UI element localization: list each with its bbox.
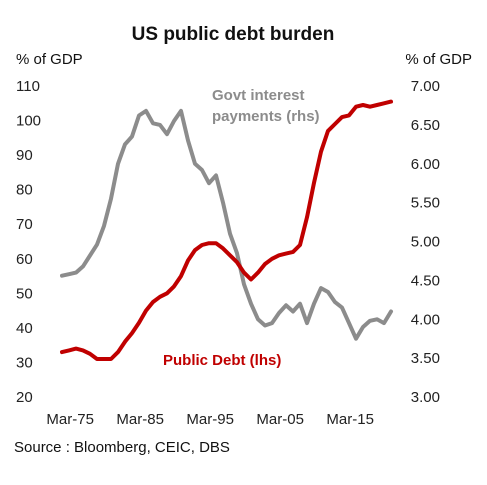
chart-title: US public debt burden — [132, 24, 335, 45]
right-tick-label: 5.00 — [411, 234, 440, 251]
right-tick-label: 3.00 — [411, 389, 440, 406]
x-tick-label: Mar-15 — [326, 411, 374, 428]
right-tick-label: 5.50 — [411, 195, 440, 212]
left-tick-label: 110 — [16, 78, 40, 95]
right-tick-label: 6.50 — [411, 117, 440, 134]
left-tick-label: 20 — [16, 389, 33, 406]
right-axis-unit: % of GDP — [405, 51, 472, 68]
left-tick-label: 50 — [16, 285, 33, 302]
left-tick-label: 40 — [16, 320, 33, 337]
left-tick-label: 80 — [16, 182, 33, 199]
right-axis-ticks: 3.00 3.50 4.00 4.50 5.00 5.50 6.00 6.50 7.00 — [411, 78, 440, 406]
x-tick-label: Mar-85 — [116, 411, 164, 428]
right-tick-label: 4.50 — [411, 272, 440, 289]
series-layer — [60, 99, 393, 361]
interest-series-label-line2: payments (rhs) — [212, 108, 320, 125]
x-tick-label: Mar-95 — [186, 411, 234, 428]
left-tick-label: 60 — [16, 251, 33, 268]
x-axis-ticks: Mar-75 Mar-85 Mar-95 Mar-05 Mar-15 — [46, 411, 374, 428]
left-axis-ticks: 20 30 40 50 60 70 80 90 100 110 — [16, 78, 41, 406]
debt-series-label: Public Debt (lhs) — [163, 352, 281, 369]
right-tick-label: 6.00 — [411, 156, 440, 173]
left-tick-label: 70 — [16, 216, 33, 233]
left-tick-label: 30 — [16, 354, 33, 371]
left-tick-label: 90 — [16, 147, 33, 164]
right-tick-label: 3.50 — [411, 350, 440, 367]
x-tick-label: Mar-75 — [46, 411, 94, 428]
debt-series-line — [60, 99, 393, 361]
interest-series-label-line1: Govt interest — [212, 87, 305, 104]
interest-series-line — [60, 108, 393, 341]
source-note: Source : Bloomberg, CEIC, DBS — [14, 439, 230, 456]
left-axis-unit: % of GDP — [16, 51, 83, 68]
right-tick-label: 4.00 — [411, 311, 440, 328]
x-tick-label: Mar-05 — [256, 411, 304, 428]
right-tick-label: 7.00 — [411, 78, 440, 95]
left-tick-label: 100 — [16, 113, 41, 130]
